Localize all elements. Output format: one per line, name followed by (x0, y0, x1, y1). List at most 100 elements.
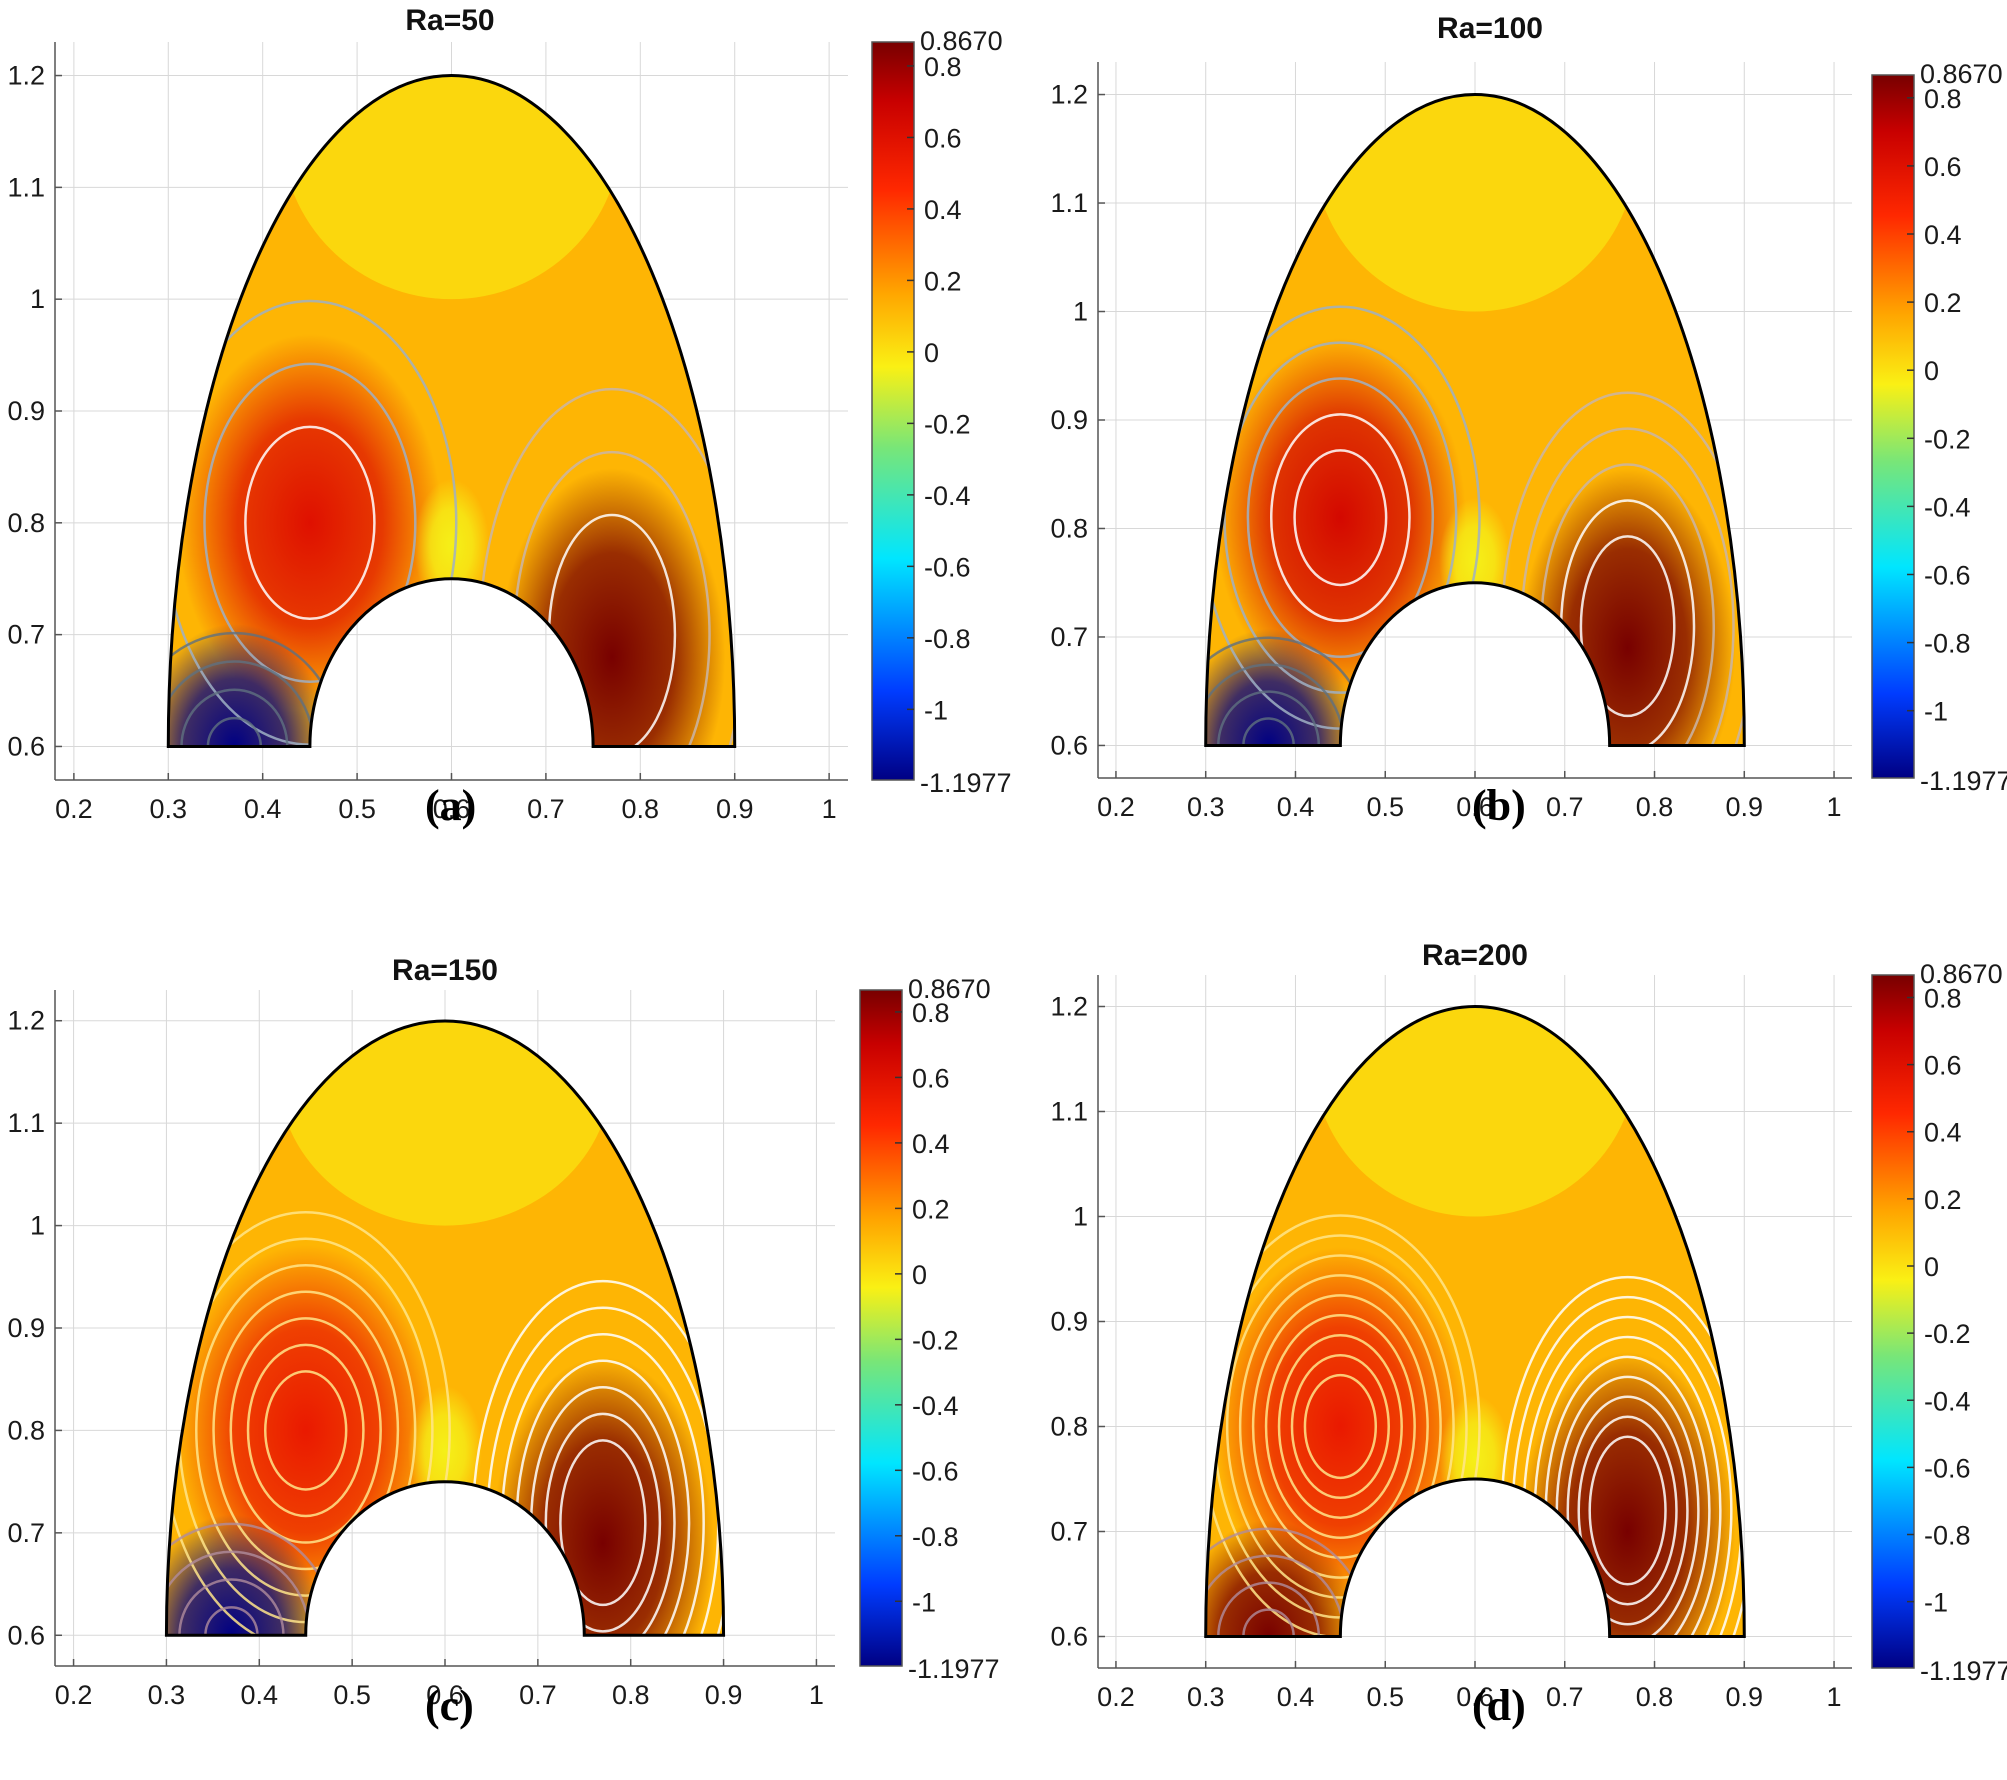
colorbar-tick-label: -0.8 (1924, 1521, 1971, 1551)
y-tick-label: 0.7 (7, 620, 45, 650)
y-tick-label: 0.9 (7, 1313, 45, 1343)
colorbar-tick-label: 0.6 (924, 123, 962, 153)
y-tick-label: 0.6 (1050, 730, 1088, 760)
x-tick-label: 0.7 (527, 794, 565, 824)
x-tick-label: 1 (822, 794, 837, 824)
colorbar-tick-label: 0.8 (1924, 84, 1962, 114)
contour-line (1205, 1214, 1481, 1637)
y-tick-label: 1.1 (7, 1108, 45, 1138)
contour-line (1251, 1294, 1429, 1559)
colorbar-tick-label: 0.4 (1924, 220, 1962, 250)
colorbar-tick-label: -0.2 (1924, 424, 1971, 454)
contour-line (178, 1578, 285, 1636)
colorbar-tick-label: 0 (1924, 356, 1939, 386)
panel-caption: (a) (425, 781, 476, 830)
x-tick-label: 0.7 (519, 1680, 557, 1710)
colorbar-tick-label: 0.2 (924, 266, 962, 296)
contour-line (1588, 1435, 1667, 1586)
x-tick-label: 0.5 (1366, 1682, 1404, 1712)
contour-line (544, 1412, 662, 1633)
colorbar-tick-label: 0.8 (912, 998, 950, 1028)
contour-line (264, 1370, 348, 1491)
x-tick-label: 0.6 (426, 1680, 464, 1710)
field-feature (491, 1357, 715, 1636)
contour-line (212, 1290, 400, 1571)
colorbar (1871, 974, 1915, 1669)
field-cap (281, 75, 622, 300)
x-tick-label: 0.2 (55, 794, 93, 824)
field-feature (413, 479, 490, 612)
x-tick-label: 0.4 (241, 1680, 279, 1710)
colorbar-min-label: -1.1977 (1920, 766, 2007, 796)
y-tick-label: 0.8 (7, 508, 45, 538)
contour-line (1303, 1373, 1378, 1480)
x-tick-label: 0.9 (1726, 792, 1764, 822)
field-feature (166, 1514, 325, 1636)
contour-line (1293, 449, 1388, 587)
contour-line (1246, 377, 1435, 659)
x-tick-label: 0.4 (1277, 792, 1315, 822)
colorbar-tick-label: -0.2 (1924, 1319, 1971, 1349)
contour-line (195, 1264, 417, 1597)
colorbar-tick-label: 0.2 (1924, 288, 1962, 318)
contour-line (1290, 1353, 1390, 1500)
y-tick-label: 0.9 (1050, 405, 1088, 435)
colorbar-tick-label: -0.8 (1924, 629, 1971, 659)
colorbar-tick-label: -0.4 (924, 481, 971, 511)
colorbar-tick-label: -0.4 (912, 1391, 959, 1421)
domain-boundary (1204, 1005, 1746, 1638)
colorbar-tick-label: 0 (912, 1260, 927, 1290)
contour-line (1566, 1395, 1689, 1626)
contour-line (206, 716, 263, 747)
colorbar-tick-label: -0.6 (1924, 1453, 1971, 1483)
y-tick-label: 1 (1073, 1202, 1088, 1232)
colorbar-tick-label: -0.6 (1924, 560, 1971, 590)
contour-line (244, 425, 376, 621)
domain-boundary (1204, 93, 1746, 747)
domain-boundary (164, 1019, 726, 1637)
colorbar-max-label: 0.8670 (908, 974, 991, 1004)
x-tick-label: 0.9 (716, 794, 754, 824)
y-tick-label: 1.2 (7, 61, 45, 91)
contour-line (1217, 690, 1321, 746)
contour-line (1225, 1254, 1455, 1599)
y-tick-label: 0.9 (1050, 1307, 1088, 1337)
colorbar-tick-label: 0.6 (1924, 152, 1962, 182)
x-tick-label: 0.6 (433, 794, 471, 824)
x-tick-label: 0.6 (1456, 792, 1494, 822)
x-tick-label: 1 (809, 1680, 824, 1710)
x-tick-label: 0.7 (1546, 1682, 1584, 1712)
y-tick-label: 1.1 (1050, 188, 1088, 218)
colorbar-tick-label: 0.4 (1924, 1118, 1962, 1148)
contour-line (229, 1317, 382, 1544)
contour-line (1223, 341, 1458, 694)
colorbar-tick-label: 0 (1924, 1252, 1939, 1282)
x-tick-label: 0.4 (244, 794, 282, 824)
contour-line (1277, 1333, 1403, 1520)
colorbar-min-label: -1.1977 (1920, 1656, 2007, 1686)
x-tick-label: 1 (1827, 1682, 1842, 1712)
x-tick-label: 1 (1827, 792, 1842, 822)
y-tick-label: 0.7 (1050, 1517, 1088, 1547)
colorbar-tick-label: -1 (912, 1587, 936, 1617)
field-cap (277, 1021, 613, 1226)
y-tick-label: 1.2 (7, 1006, 45, 1036)
colorbar-tick-label: 0.6 (912, 1063, 950, 1093)
contour-line (1205, 1527, 1371, 1637)
y-tick-label: 1 (1073, 297, 1088, 327)
x-tick-label: 0.8 (612, 1680, 650, 1710)
x-tick-label: 0.3 (148, 1680, 186, 1710)
contour-line (166, 1550, 311, 1636)
colorbar (1871, 74, 1915, 779)
colorbar-tick-label: 0.6 (1924, 1051, 1962, 1081)
colorbar-tick-label: -1 (1924, 697, 1948, 727)
contour-field (166, 1021, 724, 1636)
panel-caption: (d) (1472, 1681, 1526, 1730)
x-tick-label: 0.3 (1187, 792, 1225, 822)
colorbar-tick-label: -0.8 (924, 624, 971, 654)
x-tick-label: 0.7 (1546, 792, 1584, 822)
colorbar-max-label: 0.8670 (920, 26, 1003, 56)
